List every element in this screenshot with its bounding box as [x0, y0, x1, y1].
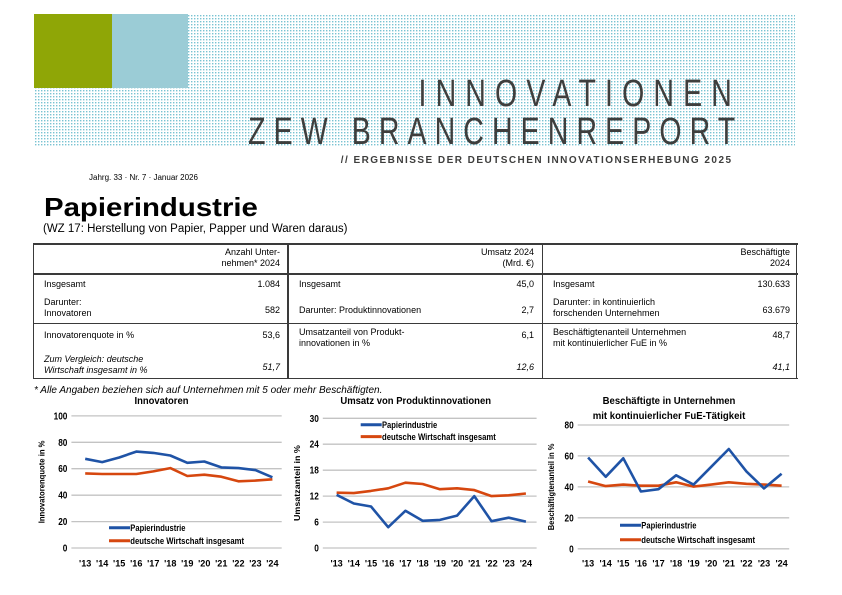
svg-text:Beschäftigtenanteil in %: Beschäftigtenanteil in % [546, 443, 556, 530]
svg-text:'13: '13 [330, 558, 342, 569]
svg-text:Papierindustrie: Papierindustrie [130, 523, 185, 533]
svg-text:'17: '17 [147, 558, 159, 569]
svg-text:deutsche Wirtschaft insgesamt: deutsche Wirtschaft insgesamt [641, 535, 755, 545]
svg-text:deutsche Wirtschaft insgesamt: deutsche Wirtschaft insgesamt [130, 536, 244, 546]
svg-text:Papierindustrie: Papierindustrie [641, 520, 696, 530]
svg-text:'22: '22 [485, 558, 497, 569]
svg-text:'19: '19 [181, 558, 193, 569]
svg-text:100: 100 [54, 411, 68, 422]
svg-text:Innovatoren: Innovatoren [135, 395, 189, 407]
svg-text:'20: '20 [705, 558, 717, 569]
svg-text:mit kontinuierlicher FuE-Tätig: mit kontinuierlicher FuE-Tätigkeit [593, 410, 746, 422]
svg-text:'15: '15 [365, 558, 378, 569]
svg-text:'13: '13 [582, 558, 594, 569]
svg-text:'22: '22 [740, 558, 752, 569]
svg-text:'22: '22 [232, 558, 244, 569]
svg-text:'15: '15 [113, 558, 126, 569]
svg-text:'16: '16 [382, 558, 394, 569]
svg-text:'14: '14 [600, 558, 613, 569]
svg-text:'18: '18 [670, 558, 682, 569]
svg-text:'14: '14 [348, 558, 361, 569]
svg-text:40: 40 [58, 491, 68, 502]
svg-text:60: 60 [565, 451, 575, 462]
svg-text:'18: '18 [164, 558, 176, 569]
svg-text:deutsche Wirtschaft insgesamt: deutsche Wirtschaft insgesamt [382, 432, 496, 442]
svg-text:'24: '24 [520, 558, 533, 569]
svg-text:'16: '16 [635, 558, 647, 569]
svg-text:Innovatorenquote in %: Innovatorenquote in % [37, 440, 47, 523]
svg-text:80: 80 [565, 421, 575, 432]
svg-text:Beschäftigte in Unternehmen: Beschäftigte in Unternehmen [603, 395, 736, 407]
svg-text:'19: '19 [434, 558, 446, 569]
svg-text:Papierindustrie: Papierindustrie [382, 420, 437, 430]
svg-text:'16: '16 [130, 558, 142, 569]
svg-text:'14: '14 [96, 558, 109, 569]
svg-text:Umsatzanteil in %: Umsatzanteil in % [292, 445, 302, 521]
svg-text:80: 80 [58, 438, 68, 449]
svg-text:0: 0 [569, 544, 574, 555]
svg-text:'21: '21 [468, 558, 481, 569]
svg-text:30: 30 [310, 414, 320, 425]
svg-text:'23: '23 [503, 558, 515, 569]
svg-text:'24: '24 [266, 558, 279, 569]
svg-text:'23: '23 [758, 558, 770, 569]
svg-text:60: 60 [58, 464, 68, 475]
svg-text:12: 12 [310, 492, 320, 503]
svg-text:'17: '17 [652, 558, 664, 569]
svg-text:20: 20 [58, 517, 68, 528]
svg-text:18: 18 [310, 466, 320, 477]
svg-text:'13: '13 [79, 558, 91, 569]
svg-text:Umsatz von Produktinnovationen: Umsatz von Produktinnovationen [340, 395, 491, 407]
svg-text:'20: '20 [198, 558, 210, 569]
svg-text:40: 40 [565, 482, 575, 493]
svg-text:'20: '20 [451, 558, 463, 569]
svg-text:'24: '24 [775, 558, 788, 569]
svg-text:'18: '18 [416, 558, 428, 569]
svg-text:'23: '23 [249, 558, 261, 569]
svg-text:'15: '15 [617, 558, 630, 569]
svg-text:'19: '19 [687, 558, 699, 569]
svg-text:20: 20 [565, 513, 575, 524]
svg-text:0: 0 [314, 544, 319, 555]
svg-text:'21: '21 [215, 558, 228, 569]
svg-text:'17: '17 [399, 558, 411, 569]
svg-text:6: 6 [314, 518, 319, 529]
svg-text:'21: '21 [723, 558, 736, 569]
svg-text:24: 24 [310, 440, 320, 451]
svg-text:0: 0 [63, 544, 68, 555]
